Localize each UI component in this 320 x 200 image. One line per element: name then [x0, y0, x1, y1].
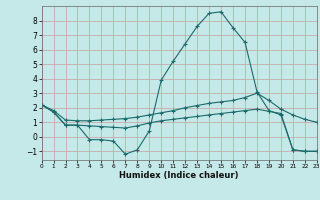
X-axis label: Humidex (Indice chaleur): Humidex (Indice chaleur)	[119, 171, 239, 180]
